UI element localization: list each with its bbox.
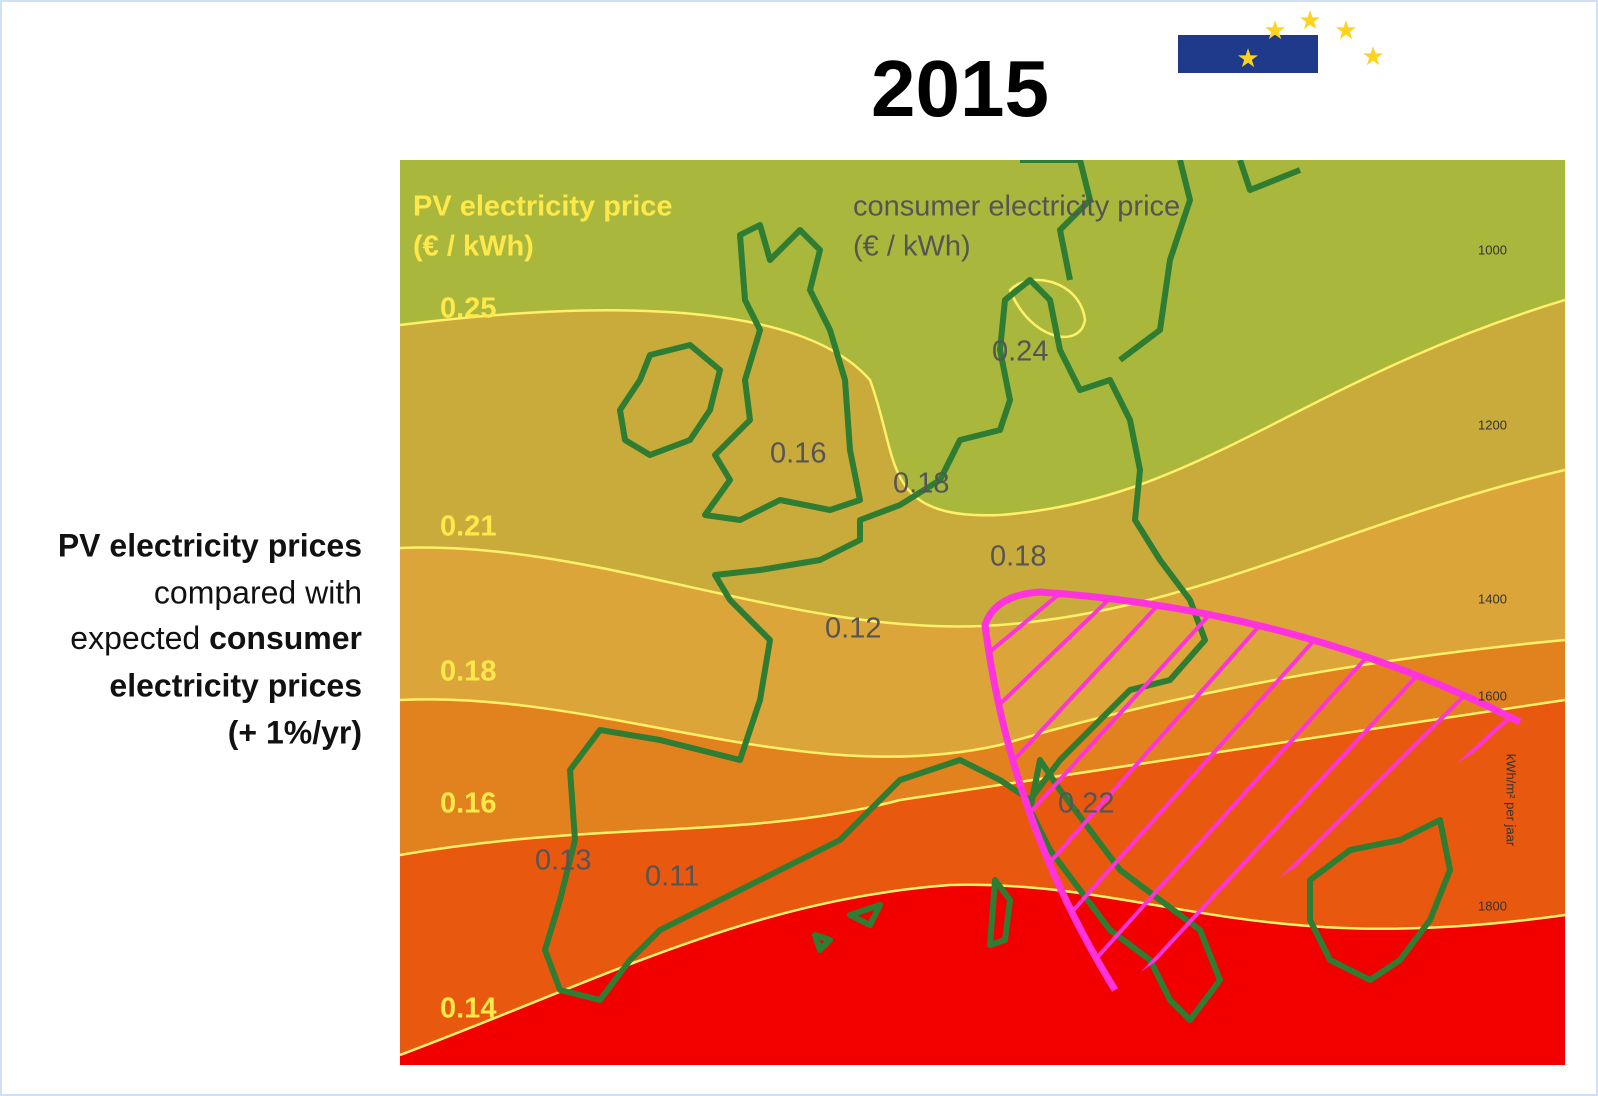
svg-text:★: ★ [1263,15,1286,45]
consumer-price-label: 0.24 [992,336,1048,368]
consumer-price-label: 0.16 [770,438,826,470]
irradiation-tick: 1800 [1478,898,1507,913]
labels: 0.25 0.21 0.18 0.16 0.14 0.24 0.16 0.18 0.18 0.12… [440,242,1519,1024]
pv-price-label: 0.21 [440,511,496,543]
pv-price-label: 0.25 [440,293,496,325]
consumer-price-label: 0.22 [1058,788,1114,820]
eu-flag: ★★ ★ ★★ [1178,5,1385,73]
side-text: (+ 1%/yr) [228,714,362,750]
consumer-price-label: 0.18 [990,541,1046,573]
consumer-price-label: 0.18 [893,468,949,500]
side-text: compared with [154,574,362,610]
svg-text:★: ★ [1334,15,1357,45]
map [400,160,1565,1065]
pv-price-label: 0.14 [440,993,496,1025]
title: 2015 [871,44,1049,133]
side-text-part: expected [70,620,209,656]
svg-text:★: ★ [1298,5,1321,35]
contours [400,278,1565,1057]
consumer-price-label: 0.13 [535,845,591,877]
irradiation-tick: 1000 [1478,242,1507,257]
legend-unit: (€ / kWh) [413,231,534,263]
pv-price-label: 0.18 [440,656,496,688]
legend-title: consumer electricity price [853,191,1180,223]
legend-unit: (€ / kWh) [853,231,971,263]
pv-price-label: 0.16 [440,788,496,820]
legend-title: PV electricity price [413,191,673,223]
svg-text:★: ★ [1236,43,1259,73]
coastlines [542,160,1453,1023]
side-text: PV electricity prices [58,527,362,563]
side-text-part: consumer [209,620,362,656]
svg-text:★: ★ [1361,41,1384,71]
irradiation-tick: 1600 [1478,688,1507,703]
band [400,884,1565,1065]
consumer-price-label: 0.12 [825,613,881,645]
side-text: electricity prices [109,667,362,703]
irradiation-unit: kWh/m² per jaar [1504,754,1519,847]
irradiation-tick: 1200 [1478,417,1507,432]
consumer-price-label: 0.11 [645,861,699,893]
irradiation-tick: 1400 [1478,591,1507,606]
side-text: expected consumer [70,620,362,656]
